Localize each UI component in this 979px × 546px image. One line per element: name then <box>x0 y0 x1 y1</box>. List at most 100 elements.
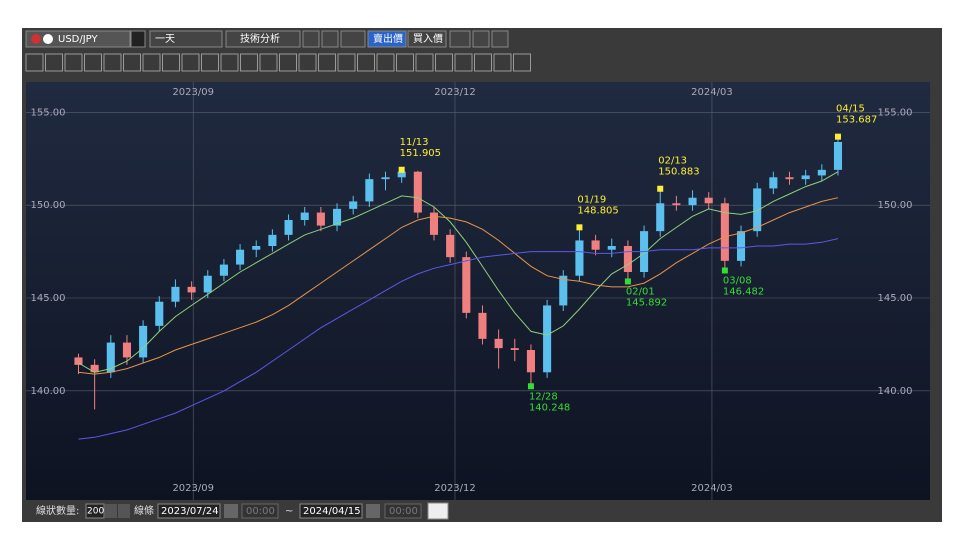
to-date-input[interactable] <box>299 503 363 519</box>
zoom-in[interactable] <box>472 30 490 48</box>
candle-body <box>591 240 600 250</box>
candle-body <box>623 246 632 272</box>
tool-button[interactable] <box>340 30 366 48</box>
x-tick-label: 2023/12 <box>434 87 476 98</box>
symbol-select[interactable] <box>25 30 131 48</box>
x-tick-label: 2024/03 <box>691 483 733 494</box>
draw-tool-button[interactable] <box>103 53 122 72</box>
draw-tool-button[interactable] <box>181 53 200 72</box>
dropdown[interactable] <box>130 30 146 48</box>
sell: 賣出價 <box>373 32 403 45</box>
annotation-value: 146.482 <box>723 286 764 297</box>
draw-tool-button[interactable] <box>376 53 395 72</box>
sell-button[interactable] <box>367 30 407 48</box>
candle-body <box>397 171 406 178</box>
draw-tool-button[interactable] <box>318 53 336 72</box>
count: 200 <box>87 507 104 517</box>
analysis-select[interactable] <box>225 30 301 48</box>
flag-icon <box>43 34 53 44</box>
draw-tool-button[interactable] <box>279 53 297 72</box>
moving-average-line <box>78 197 839 375</box>
period-select[interactable] <box>149 30 223 48</box>
y-tick-label: 155.00 <box>31 107 66 118</box>
candle-body <box>785 177 794 180</box>
draw-tool-button[interactable] <box>493 53 512 72</box>
draw-tool-button[interactable] <box>84 53 102 72</box>
buy-button[interactable] <box>407 30 447 48</box>
reset-button[interactable] <box>427 502 449 520</box>
candle-body <box>769 177 778 189</box>
annotation-value: 148.805 <box>577 205 618 216</box>
from-date-input[interactable] <box>157 503 221 519</box>
candle-body <box>139 325 148 358</box>
plot-area <box>26 82 930 500</box>
draw-tool-button[interactable] <box>240 53 258 72</box>
draw-tool-button[interactable] <box>357 53 375 72</box>
candle-body <box>720 203 729 261</box>
draw-tool-button[interactable] <box>45 53 63 72</box>
draw-tool-button[interactable] <box>474 53 492 72</box>
period: 一天 <box>155 34 175 45</box>
from-date: 2023/07/24 <box>161 506 219 517</box>
candle-body <box>332 208 342 226</box>
candle-body <box>122 342 131 358</box>
candle-body <box>268 234 277 246</box>
candle-body <box>817 169 826 176</box>
candle-body <box>171 286 180 302</box>
count-input[interactable] <box>85 503 105 519</box>
draw-tool-button[interactable] <box>337 53 356 72</box>
candle-body <box>736 231 746 261</box>
from-time: 00:00 <box>246 506 275 517</box>
tool-button[interactable] <box>449 30 471 48</box>
extreme-marker <box>576 224 583 231</box>
extreme-marker <box>657 185 664 192</box>
draw-tool-button[interactable] <box>201 53 219 72</box>
candle-body <box>429 212 439 235</box>
draw-tool-button[interactable] <box>64 53 83 72</box>
candle-body <box>155 301 164 326</box>
annotation-date: 03/08 <box>723 275 752 286</box>
candle-body <box>106 342 115 373</box>
analysis: 技術分析 <box>240 32 280 45</box>
candle-body <box>300 212 309 220</box>
tool-button[interactable] <box>321 30 339 48</box>
draw-tool-button[interactable] <box>123 53 141 72</box>
draw-tool-button[interactable] <box>435 53 453 72</box>
candle-body <box>203 275 212 293</box>
moving-average-line <box>78 238 839 440</box>
draw-tool-button[interactable] <box>220 53 239 72</box>
draw-tool-button[interactable] <box>298 53 317 72</box>
draw-tool-button[interactable] <box>142 53 161 72</box>
from-time-input[interactable] <box>241 503 279 519</box>
candle-body <box>252 246 261 250</box>
draw-tool-button[interactable] <box>396 53 414 72</box>
candle-body <box>753 188 762 232</box>
draw-tool-button[interactable] <box>259 53 278 72</box>
candle-body <box>656 203 665 232</box>
x-tick-label: 2024/03 <box>691 87 733 98</box>
count-down[interactable] <box>105 504 117 518</box>
flag-icon <box>31 34 41 44</box>
annotation-value: 140.248 <box>529 402 570 413</box>
to-time: 00:00 <box>389 506 418 517</box>
draw-tool-button[interactable] <box>513 53 531 72</box>
to-date: 2024/04/15 <box>303 506 361 517</box>
calendar-button[interactable] <box>224 504 238 518</box>
calendar-button[interactable] <box>366 504 380 518</box>
y-tick-label: 145.00 <box>878 293 913 304</box>
count-up[interactable] <box>118 504 130 518</box>
draw-tool-button[interactable] <box>415 53 434 72</box>
draw-tool-button[interactable] <box>25 53 44 72</box>
draw-tool-button[interactable] <box>162 53 180 72</box>
annotation-value: 150.883 <box>658 167 699 178</box>
annotation-value: 153.687 <box>836 115 877 126</box>
tool-button[interactable] <box>302 30 320 48</box>
to-time-input[interactable] <box>384 503 422 519</box>
draw-tool-button[interactable] <box>454 53 473 72</box>
y-tick-label: 145.00 <box>31 293 66 304</box>
x-tick-label: 2023/09 <box>172 87 214 98</box>
zoom-out[interactable] <box>491 30 509 48</box>
annotation-date: 01/19 <box>577 194 606 205</box>
candle-body <box>575 240 584 276</box>
